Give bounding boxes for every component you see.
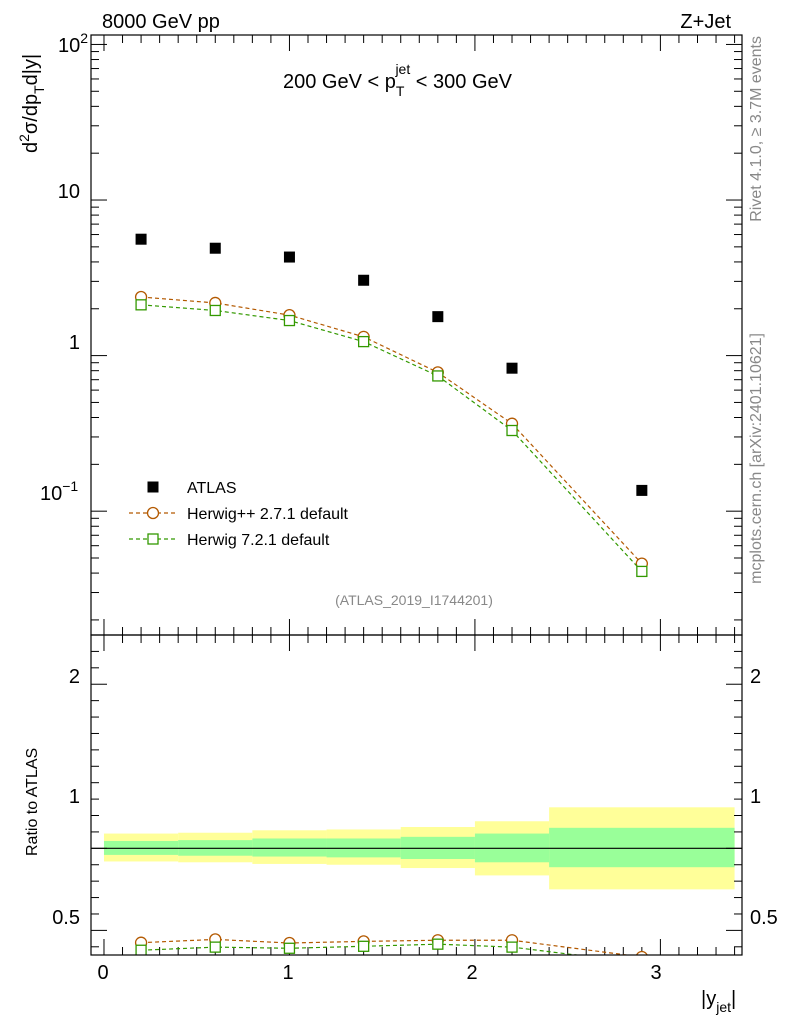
main-panel: 102 10 1 10−1 200 GeV < pTjet < 300 GeV … — [16, 30, 743, 636]
legend: ATLAS Herwig++ 2.7.1 default Herwig 7.2.1 … — [129, 480, 349, 549]
mcplots-label: mcplots.cern.ch [arXiv:2401.10621] — [748, 333, 765, 584]
ratio-herwig7-point — [506, 941, 518, 953]
ylabel-sup-2: 2 — [16, 134, 32, 142]
ratio-herwig7-point — [283, 942, 296, 954]
ytick-label-100: 102 — [58, 30, 88, 57]
ratio-ytick-label-0.5-right: 0.5 — [750, 907, 778, 929]
atlas-data-point — [636, 484, 648, 496]
title-post: < 300 GeV — [410, 71, 512, 93]
rivet-version-label: Rivet 4.1.0, ≥ 3.7M events — [748, 36, 765, 222]
x-axis-label: |yjet| — [701, 988, 736, 1015]
legend-marker-herwig7 — [147, 533, 159, 545]
ratio-ytick-label-2: 2 — [69, 666, 80, 688]
header-right-label: Z+Jet — [680, 11, 731, 33]
ratio-panel: 2 1 0.5 2 1 0.5 Ratio to ATLAS 0 1 2 3 |… — [24, 634, 778, 1015]
xlabel-sub: jet — [715, 999, 731, 1015]
ytick-label-0.1-base: 10 — [40, 483, 62, 505]
herwig7-point — [357, 335, 370, 348]
atlas-data-point — [209, 242, 221, 254]
ylabel-sub-t: T — [31, 85, 47, 94]
ratio-herwig7-point — [637, 958, 647, 968]
xtick-label-2: 2 — [466, 962, 477, 984]
atlas-data-point — [432, 311, 444, 323]
ylabel-body: σ/dp — [20, 94, 42, 134]
ylabel-tail: d|y| — [20, 54, 42, 86]
main-y-tick-labels: 102 10 1 10−1 — [40, 30, 88, 505]
ratio-herwig7-point — [135, 944, 147, 955]
title-sup: jet — [394, 61, 410, 77]
legend-label: ATLAS — [187, 480, 237, 497]
title-pre: 200 GeV < p — [283, 71, 396, 93]
ratio-herwig7-point — [209, 941, 221, 953]
ytick-label-1: 1 — [69, 332, 80, 354]
ratio-y-axis-label: Ratio to ATLAS — [24, 748, 41, 856]
ytick-label-0.1: 10−1 — [40, 478, 78, 505]
legend-label: Herwig 7.2.1 default — [187, 532, 330, 549]
ratio-frame — [90, 634, 743, 956]
atlas-data-point — [283, 251, 295, 263]
ytick-label-100-exp: 2 — [80, 30, 88, 46]
xtick-label-0: 0 — [97, 962, 108, 984]
header-left-label: 8000 GeV pp — [102, 11, 220, 33]
main-y-ticks — [91, 35, 742, 635]
herwig7-point — [506, 424, 518, 437]
legend-marker-herwigpp — [146, 506, 160, 520]
herwig7-point — [636, 565, 648, 578]
atlas-data-point — [358, 274, 370, 286]
ytick-label-100-base: 10 — [58, 35, 80, 57]
xtick-label-3: 3 — [650, 962, 661, 984]
legend-marker-atlas — [147, 481, 159, 493]
ratio-ytick-label-1-right: 1 — [750, 786, 761, 808]
stat-uncertainty-band — [252, 838, 327, 857]
ratio-herwig7-point — [432, 938, 444, 950]
title-sub: T — [396, 83, 405, 99]
ratio-ytick-label-0.5: 0.5 — [52, 907, 80, 929]
atlas-data-point — [506, 362, 518, 374]
analysis-label: (ATLAS_2019_I1744201) — [335, 592, 493, 608]
atlas-data-point — [135, 233, 147, 245]
herwig7-point — [432, 370, 444, 382]
legend-label: Herwig++ 2.7.1 default — [187, 506, 349, 523]
ratio-ytick-label-1: 1 — [69, 786, 80, 808]
xlabel-close: | — [731, 988, 736, 1010]
ratio-ytick-label-2-right: 2 — [750, 666, 761, 688]
ratio-ticks — [91, 635, 742, 955]
xtick-label-1: 1 — [282, 962, 293, 984]
ratio-herwigpp-point — [636, 950, 648, 955]
ytick-label-0.1-exp: −1 — [62, 478, 78, 494]
herwig7-point — [135, 299, 147, 311]
stat-uncertainty-band — [549, 827, 735, 868]
herwig7-point — [283, 314, 296, 327]
chart-title: 200 GeV < pTjet < 300 GeV — [283, 61, 513, 99]
xlabel-main: |y — [701, 988, 716, 1010]
ratio-herwig7-point — [357, 940, 370, 952]
herwig7-point — [209, 304, 221, 317]
ytick-label-10: 10 — [58, 181, 80, 203]
series-line-circle — [141, 296, 643, 565]
main-y-axis-label: d2σ/dpTd|y| — [16, 54, 47, 153]
